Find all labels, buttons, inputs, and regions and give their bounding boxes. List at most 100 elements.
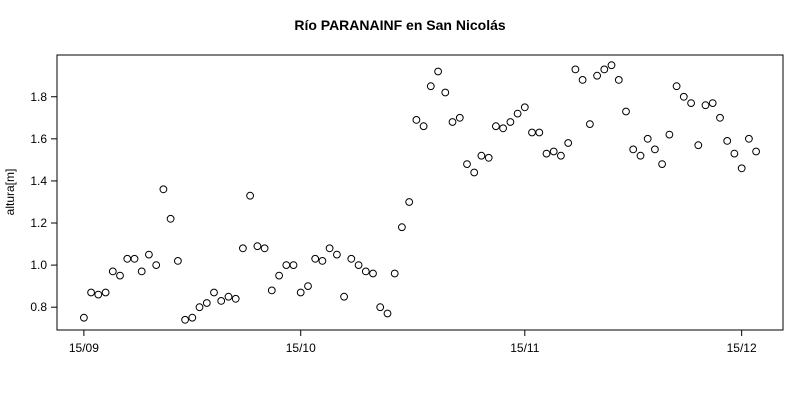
- data-point: [513, 109, 522, 118]
- data-point: [267, 286, 276, 295]
- data-point: [166, 214, 175, 223]
- y-tick-label: 1.6: [30, 132, 47, 146]
- data-point: [426, 82, 435, 91]
- y-tick-label: 0.8: [30, 300, 47, 314]
- data-point: [87, 288, 95, 297]
- data-point: [745, 134, 753, 143]
- data-point: [94, 290, 103, 299]
- data-point: [152, 261, 161, 270]
- data-point: [520, 103, 529, 112]
- data-point: [325, 244, 334, 253]
- data-point: [535, 128, 544, 137]
- data-point: [116, 271, 124, 280]
- data-point: [651, 145, 659, 154]
- chart-title: Río PARANAINF en San Nicolás: [294, 17, 506, 33]
- data-point: [578, 76, 587, 84]
- data-point: [123, 254, 132, 263]
- data-point: [304, 282, 312, 291]
- x-tick-label: 15/10: [286, 341, 316, 355]
- data-point: [499, 124, 508, 133]
- data-point: [629, 145, 638, 154]
- data-point: [723, 137, 732, 145]
- data-point: [434, 67, 443, 76]
- data-point: [492, 122, 500, 131]
- data-point: [708, 99, 717, 107]
- data-point: [564, 139, 573, 147]
- data-point: [80, 313, 88, 322]
- data-point: [108, 267, 117, 276]
- data-point: [737, 164, 746, 173]
- data-point: [614, 76, 623, 84]
- data-point: [607, 61, 616, 70]
- data-point: [665, 130, 674, 139]
- data-point: [412, 116, 421, 124]
- data-point: [383, 309, 392, 318]
- data-point: [405, 198, 414, 206]
- data-point: [275, 271, 284, 280]
- data-point: [506, 118, 515, 126]
- data-point: [730, 149, 739, 158]
- data-point: [137, 267, 146, 276]
- data-point: [622, 107, 630, 116]
- data-point: [174, 257, 182, 265]
- plot-area: 15/09 15/10 15/11 15/12 0.8 1.0 1.2 1.4 1.6 1.8: [30, 54, 784, 355]
- data-point: [231, 294, 240, 303]
- y-tick-label: 1.2: [30, 216, 47, 230]
- data-point: [571, 65, 580, 74]
- data-point: [643, 134, 652, 143]
- data-point: [658, 160, 666, 169]
- data-point: [528, 128, 536, 137]
- data-point: [260, 244, 269, 253]
- data-point: [101, 288, 110, 297]
- data-point: [130, 254, 139, 263]
- data-point: [246, 191, 255, 200]
- data-point: [340, 292, 349, 301]
- y-tick-label: 1.0: [30, 258, 47, 272]
- data-point: [188, 313, 197, 322]
- data-point: [455, 113, 464, 122]
- y-tick-label: 1.4: [30, 174, 47, 188]
- data-point: [672, 82, 681, 91]
- x-tick-label: 15/12: [727, 341, 757, 355]
- data-point: [195, 303, 204, 312]
- data-point: [296, 288, 305, 297]
- data-point: [557, 151, 565, 160]
- data-point: [239, 244, 247, 253]
- data-point: [484, 153, 493, 162]
- data-point: [549, 147, 558, 156]
- data-point: [542, 149, 551, 158]
- plot-box: [56, 54, 784, 331]
- data-point: [477, 151, 486, 160]
- data-point: [694, 141, 703, 150]
- data-point: [159, 185, 168, 194]
- data-point: [636, 151, 645, 160]
- data-point: [600, 65, 609, 74]
- y-tick-label: 1.8: [30, 90, 47, 104]
- data-point: [318, 257, 327, 265]
- data-point: [679, 92, 688, 101]
- data-point: [398, 223, 406, 232]
- data-point: [289, 261, 298, 270]
- data-point: [390, 269, 399, 278]
- data-point: [586, 120, 594, 128]
- data-point: [752, 147, 760, 156]
- data-point: [463, 160, 471, 169]
- data-point: [354, 261, 363, 270]
- x-tick-label: 15/11: [510, 341, 539, 355]
- data-point: [333, 250, 341, 259]
- data-point: [181, 315, 190, 324]
- data-point: [224, 292, 233, 301]
- data-point: [361, 267, 370, 276]
- data-point: [253, 242, 262, 251]
- data-point: [145, 250, 153, 259]
- data-point: [202, 299, 211, 307]
- data-point: [217, 297, 226, 305]
- data-point: [701, 101, 710, 110]
- data-point: [369, 269, 377, 278]
- y-axis-label: altura[m]: [3, 169, 17, 216]
- data-point: [448, 118, 457, 126]
- data-point: [593, 71, 601, 80]
- data-point: [282, 261, 291, 270]
